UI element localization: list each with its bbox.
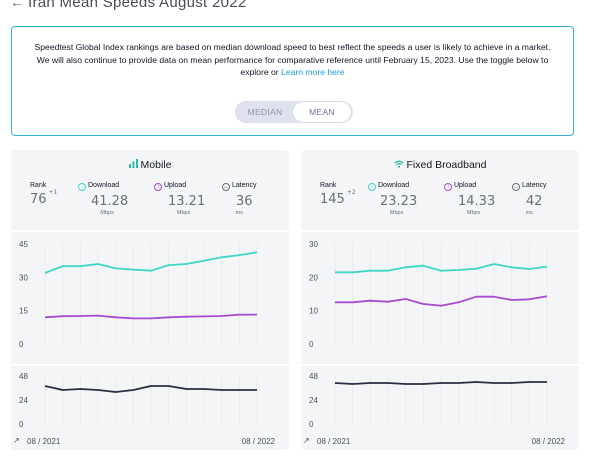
y-tick-label: 0 xyxy=(309,420,314,429)
y-tick-label: 24 xyxy=(19,396,28,405)
fixed-title-label: Fixed Broadband xyxy=(406,159,487,171)
download-value: 41.28 xyxy=(91,194,129,209)
fixed-download: ↓ Download 23.23 Mbps xyxy=(368,182,417,216)
upload-unit: Mbps xyxy=(466,210,481,216)
rank-change: +2 xyxy=(346,189,356,196)
arrow-left-icon[interactable]: ← xyxy=(10,0,24,10)
mobile-latency-chart: 0 24 48 08 / 2021 08 / 2022 ↗ xyxy=(13,372,276,446)
divider xyxy=(301,230,579,232)
mobile-download: ↓ Download 41.28 Mbps xyxy=(78,182,128,216)
download-unit: Mbps xyxy=(100,210,114,216)
series-line-download xyxy=(335,263,548,274)
y-tick-label: 0 xyxy=(19,420,24,429)
rank-label: Rank xyxy=(30,182,47,189)
latency-icon: ↔ xyxy=(512,183,520,191)
wifi-icon xyxy=(394,159,404,171)
mobile-speed-chart: 0 15 30 45 xyxy=(19,240,258,349)
rank-value: 145 xyxy=(320,192,345,207)
series-line-latency xyxy=(334,381,547,385)
divider xyxy=(11,230,289,232)
fixed-title: Fixed Broadband xyxy=(301,159,579,171)
fixed-panel: Fixed Broadband Rank 145 +2 ↓ Download 23.… xyxy=(301,150,579,450)
latency-label: Latency xyxy=(522,182,547,189)
fixed-latency-chart: 0 24 48 08 / 2021 08 / 2022 ↗ xyxy=(303,372,566,446)
series-line-upload xyxy=(335,295,548,307)
upload-value: 14.33 xyxy=(458,194,496,209)
header: ← Iran Mean Speeds August 2022 xyxy=(0,0,592,14)
x-tick-label: 08 / 2022 xyxy=(532,437,566,446)
learn-more-link[interactable]: Learn more here xyxy=(281,67,345,77)
x-tick-label: 08 / 2021 xyxy=(27,437,61,446)
y-tick-label: 0 xyxy=(309,340,314,349)
mobile-panel: Mobile Rank 76 +1 ↓ Download 41.28 Mbps ↑ U… xyxy=(11,150,289,450)
y-tick-label: 30 xyxy=(19,273,28,282)
fixed-rank: Rank 145 +2 xyxy=(320,182,356,207)
upload-label: Upload xyxy=(454,182,477,189)
upload-icon: ↑ xyxy=(444,183,452,191)
rank-value: 76 xyxy=(30,192,47,207)
expand-icon[interactable]: ↗ xyxy=(13,436,20,445)
mobile-upload: ↑ Upload 13.21 Mbps xyxy=(154,182,205,216)
notice-box: Speedtest Global Index rankings are base… xyxy=(11,26,574,136)
mobile-title-label: Mobile xyxy=(140,159,172,171)
median-mean-toggle[interactable]: MEDIAN MEAN xyxy=(235,101,353,123)
download-unit: Mbps xyxy=(389,210,404,216)
fixed-upload: ↑ Upload 14.33 Mbps xyxy=(444,182,495,216)
y-tick-label: 20 xyxy=(309,273,318,282)
y-tick-label: 0 xyxy=(19,340,24,349)
upload-unit: Mbps xyxy=(176,210,191,216)
y-tick-label: 24 xyxy=(309,396,318,405)
divider xyxy=(11,364,289,366)
x-tick-label: 08 / 2021 xyxy=(317,437,351,446)
download-label: Download xyxy=(378,182,410,189)
x-tick-label: 08 / 2022 xyxy=(242,437,276,446)
latency-value: 42 xyxy=(526,194,543,209)
rank-change: +1 xyxy=(48,189,58,196)
download-icon: ↓ xyxy=(368,183,376,191)
latency-label: Latency xyxy=(232,182,257,189)
latency-unit: ms xyxy=(525,210,533,216)
mobile-rank: Rank 76 +1 xyxy=(30,182,57,207)
rank-label: Rank xyxy=(320,182,337,189)
latency-icon: ↔ xyxy=(222,183,230,191)
fixed-latency: ↔ Latency 42 ms xyxy=(512,182,547,216)
y-tick-label: 15 xyxy=(19,307,28,316)
upload-label: Upload xyxy=(164,182,187,189)
latency-unit: ms xyxy=(235,210,243,216)
y-tick-label: 10 xyxy=(309,307,318,316)
y-tick-label: 30 xyxy=(309,240,318,249)
mobile-title: Mobile xyxy=(11,159,289,171)
mobile-latency: ↔ Latency 36 ms xyxy=(222,182,257,216)
notice-text: Speedtest Global Index rankings are base… xyxy=(34,42,551,77)
toggle-mean[interactable]: MEAN xyxy=(293,102,351,122)
upload-value: 13.21 xyxy=(168,194,206,209)
latency-value: 36 xyxy=(236,194,253,209)
series-line-latency xyxy=(44,385,257,393)
toggle-median[interactable]: MEDIAN xyxy=(247,107,283,117)
download-value: 23.23 xyxy=(380,194,418,209)
signal-bars-icon xyxy=(128,159,138,171)
fixed-speed-chart: 0 10 20 30 xyxy=(309,240,548,349)
download-icon: ↓ xyxy=(78,183,86,191)
y-tick-label: 48 xyxy=(19,372,28,381)
series-line-download xyxy=(44,251,258,274)
expand-icon[interactable]: ↗ xyxy=(303,436,310,445)
divider xyxy=(301,364,579,366)
page-title: Iran Mean Speeds August 2022 xyxy=(28,0,247,11)
upload-icon: ↑ xyxy=(154,183,162,191)
y-tick-label: 45 xyxy=(19,240,28,249)
series-line-upload xyxy=(44,313,258,320)
y-tick-label: 48 xyxy=(309,372,318,381)
download-label: Download xyxy=(88,182,120,189)
